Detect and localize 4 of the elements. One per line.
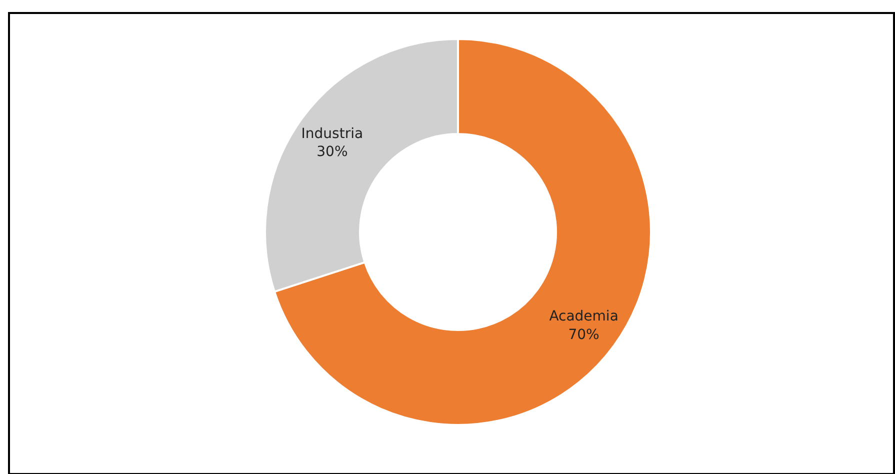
data-label: 30% [316, 144, 348, 160]
slice-label: Industria [301, 126, 364, 142]
slice-label: Academia [549, 308, 618, 325]
data-label: 70% [568, 326, 600, 343]
